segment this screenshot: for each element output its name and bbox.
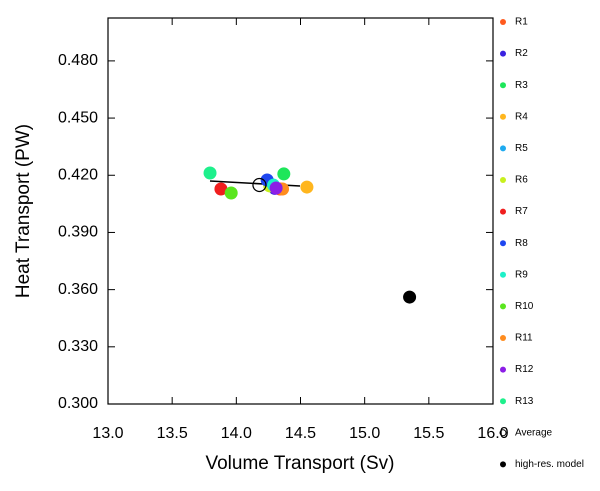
legend-label: R4 [515,111,528,122]
point [252,177,267,193]
legend-marker [500,19,506,25]
x-tick-label: 14.5 [285,425,316,442]
legend-marker [500,461,506,468]
legend-label: R1 [515,17,528,28]
point [300,180,314,194]
x-tick-label: 15.0 [349,425,380,442]
y-tick-label: 0.330 [58,338,98,355]
legend-marker [500,398,506,405]
legend-label: Average [515,427,553,438]
y-axis-label: Heat Transport (PW) [13,124,34,298]
legend-label: R7 [515,206,528,217]
plot-frame [107,17,494,405]
point [203,166,217,180]
point [214,182,228,196]
legend-label: R12 [515,364,534,375]
legend-marker [500,82,506,89]
legend-label: R5 [515,143,528,154]
legend-marker [500,50,506,57]
legend-marker [500,303,506,310]
legend-label: R2 [515,48,528,59]
x-tick-label: 13.0 [92,425,123,442]
y-tick-label: 0.390 [58,224,98,241]
x-axis-label: Volume Transport (Sv) [205,453,394,474]
legend-label: R6 [515,175,528,186]
x-tick-label: 13.5 [157,425,188,442]
y-tick-label: 0.360 [58,281,98,298]
y-tick-label: 0.450 [58,109,98,126]
point [277,167,291,181]
x-tick-label: 16.0 [477,425,508,442]
legend-marker [500,113,506,120]
legend-label: R11 [515,333,533,344]
legend-label: R10 [515,301,534,312]
y-tick-label: 0.480 [58,52,98,69]
legend-label: R13 [515,396,534,407]
point [403,290,417,304]
legend-marker [500,366,506,373]
legend-marker [500,335,506,341]
legend-marker [500,208,506,215]
x-tick-label: 14.0 [221,425,252,442]
point [224,186,238,200]
legend-marker [499,429,507,437]
legend-marker [500,145,506,152]
legend-marker [500,177,506,183]
y-tick-label: 0.420 [58,166,98,183]
legend-label: high-res. model [515,459,584,470]
legend-label: R3 [515,80,528,91]
legend-marker [500,240,506,247]
x-tick-label: 15.5 [413,425,444,442]
legend-label: R9 [515,269,528,280]
point [269,181,283,195]
legend-marker [500,271,506,278]
legend-label: R8 [515,238,528,249]
y-tick-label: 0.300 [58,395,98,412]
